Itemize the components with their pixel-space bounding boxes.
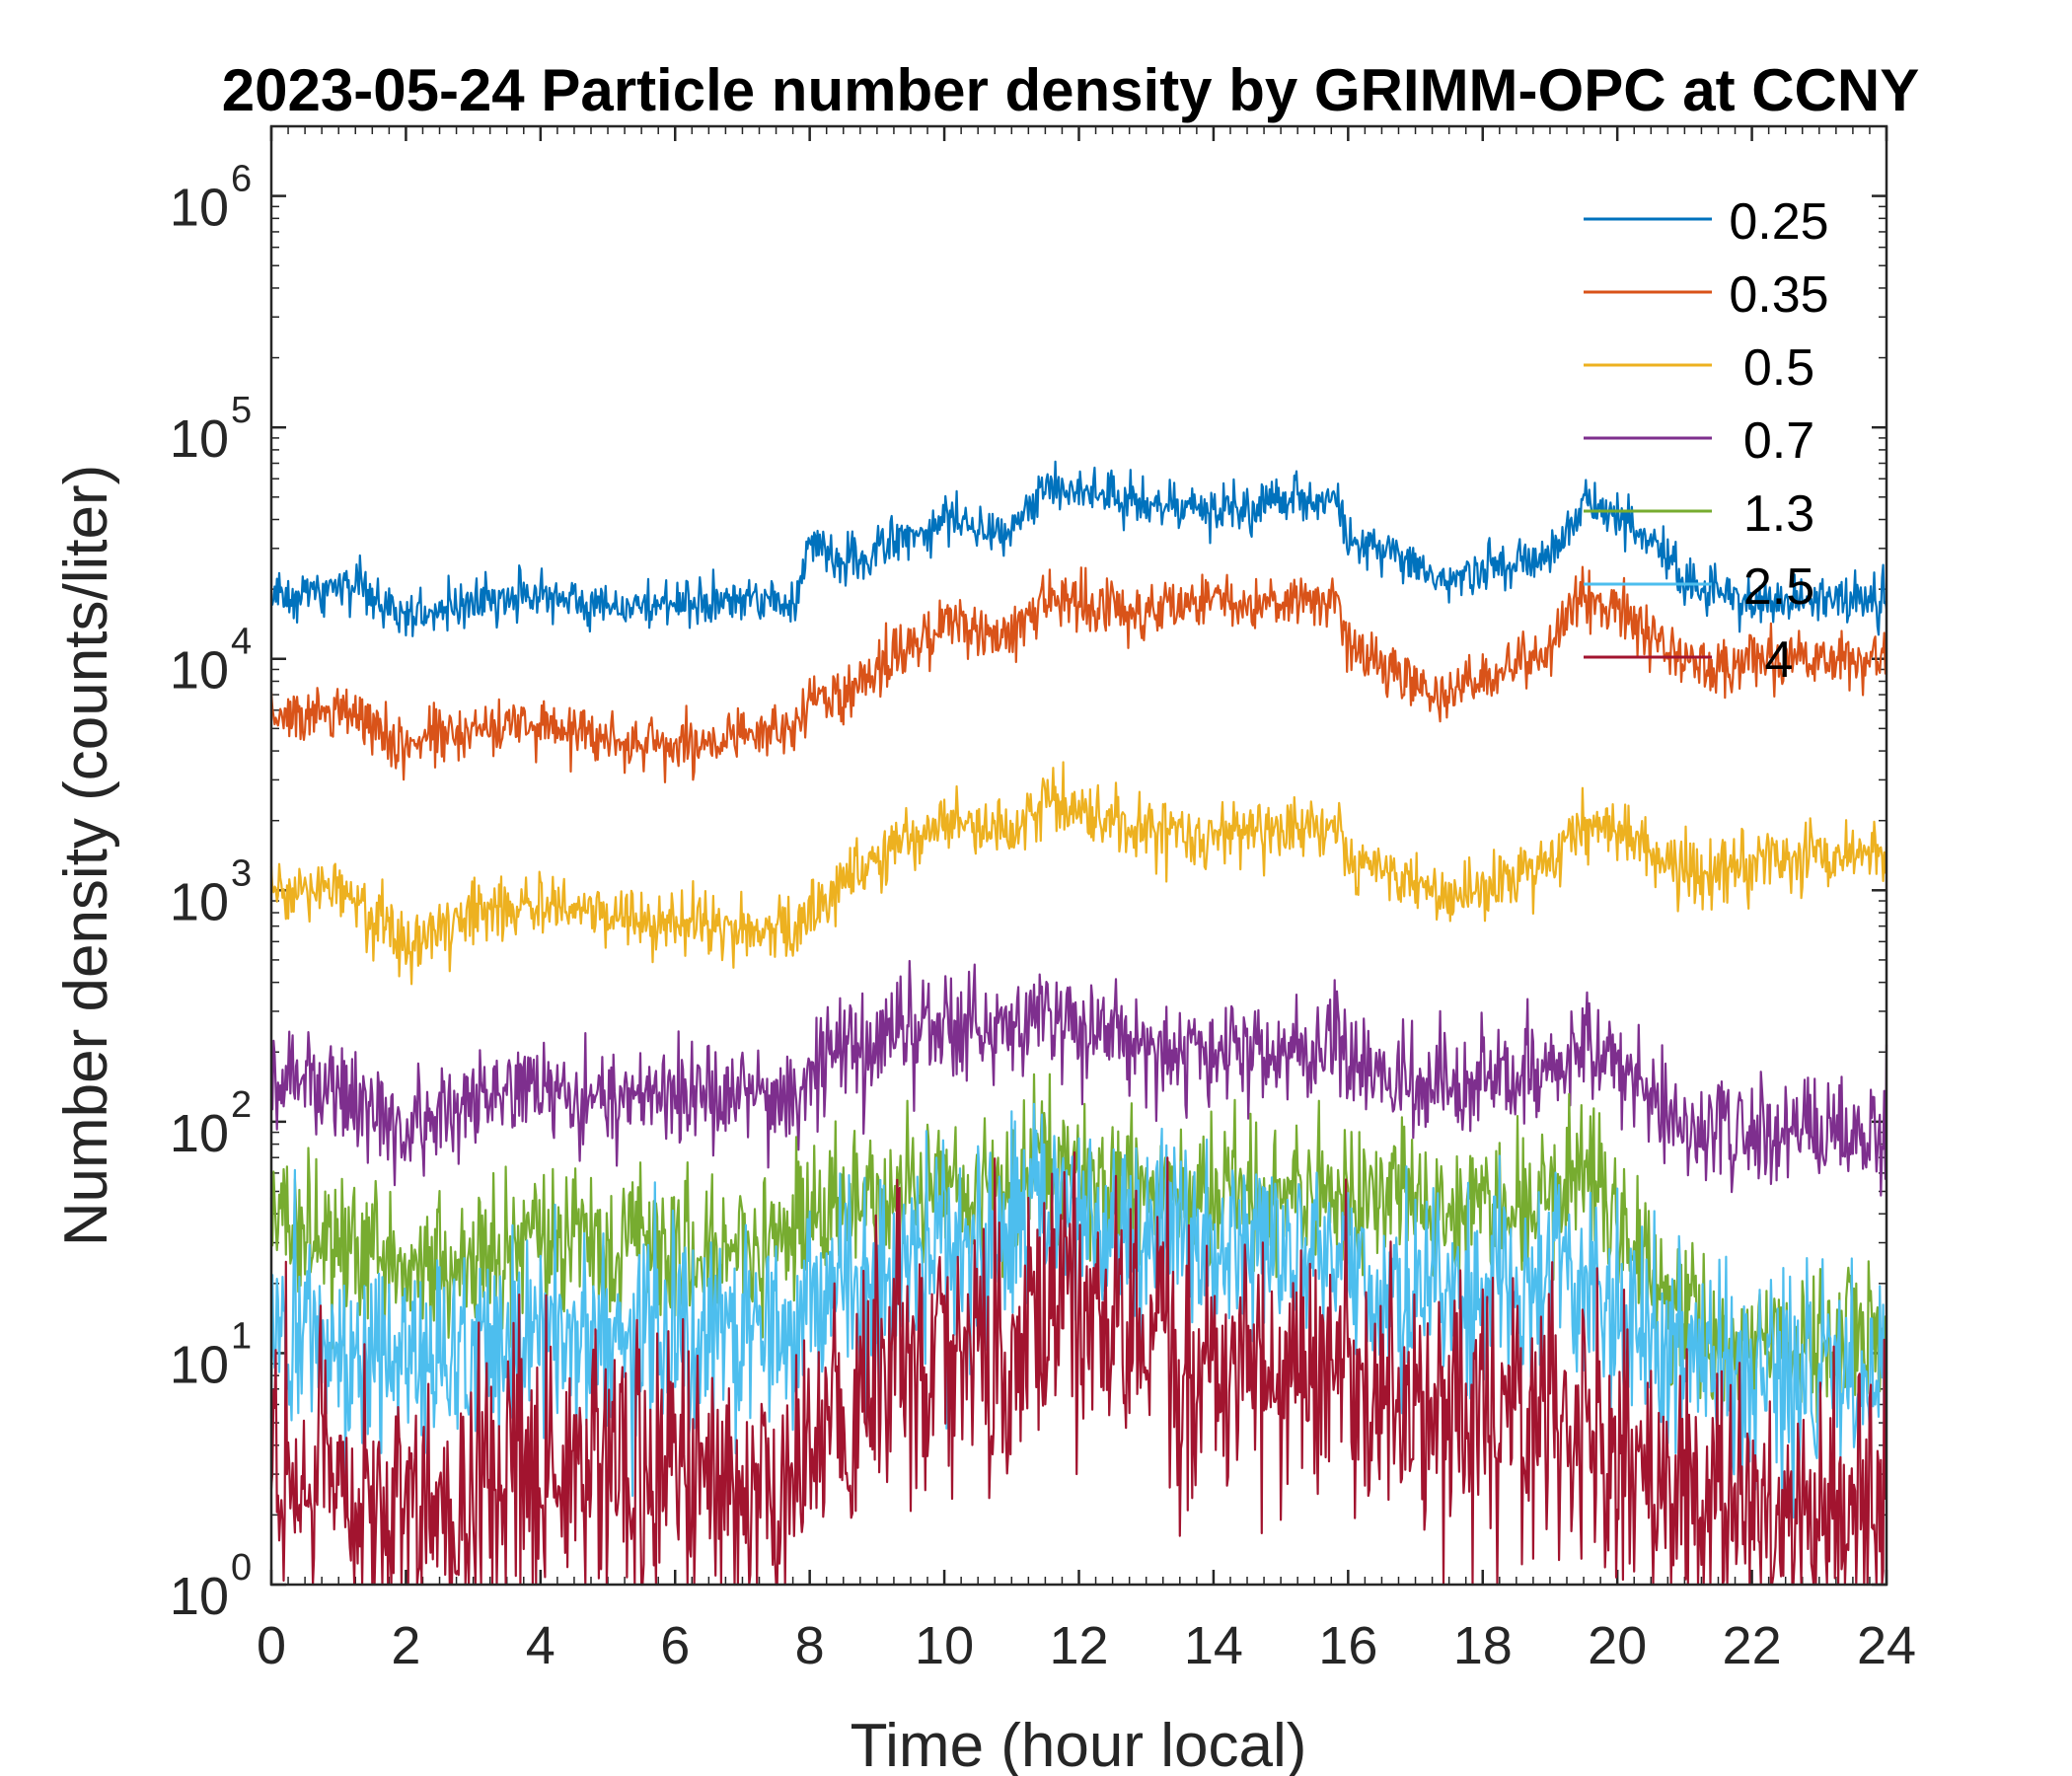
data-series-group: [269, 460, 1888, 1587]
x-tick-label: 4: [526, 1616, 555, 1675]
series-line-0.35: [269, 565, 1888, 783]
y-tick-exponent: 5: [231, 390, 252, 431]
legend-label: 0.35: [1729, 266, 1828, 324]
y-tick-label: 10 3: [170, 852, 252, 931]
x-tick-label: 14: [1184, 1616, 1243, 1675]
legend-label: 0.7: [1743, 412, 1814, 470]
y-tick-exponent: 6: [231, 159, 252, 200]
legend: 0.25 0.35 0.5 0.7 1.3 2.5 4: [1584, 193, 1829, 689]
x-tick-label: 10: [915, 1616, 974, 1675]
y-tick-label: 10 1: [170, 1315, 252, 1394]
x-tick-label: 12: [1049, 1616, 1108, 1675]
series-line-0.7: [269, 959, 1888, 1197]
legend-entry: 0.5: [1584, 339, 1814, 397]
series-line-0.25: [269, 460, 1888, 637]
y-tick-label: 10 4: [170, 622, 252, 701]
x-tick-label: 16: [1318, 1616, 1377, 1675]
x-tick-label: 2: [391, 1616, 420, 1675]
y-tick-base: 10: [170, 641, 229, 701]
legend-label: 1.3: [1743, 485, 1814, 543]
legend-label: 4: [1765, 631, 1794, 689]
x-tick-label: 8: [795, 1616, 825, 1675]
legend-entry: 1.3: [1584, 485, 1814, 543]
y-tick-exponent: 2: [231, 1084, 252, 1126]
x-tick-label: 22: [1723, 1616, 1782, 1675]
x-tick-label: 20: [1588, 1616, 1647, 1675]
series-line-0.5: [269, 761, 1888, 986]
y-tick-base: 10: [170, 179, 229, 238]
y-tick-label: 10 5: [170, 390, 252, 469]
y-axis-label: Number density (counts/liter): [52, 465, 120, 1247]
legend-entry: 2.5: [1584, 558, 1814, 616]
series-line-2.5: [269, 1102, 1888, 1519]
x-tick-label: 18: [1453, 1616, 1513, 1675]
y-tick-exponent: 4: [231, 622, 252, 663]
legend-entry: 4: [1584, 631, 1793, 689]
y-tick-base: 10: [170, 872, 229, 931]
chart-title: 2023-05-24 Particle number density by GR…: [222, 57, 1920, 123]
legend-entry: 0.35: [1584, 266, 1829, 324]
legend-entry: 0.7: [1584, 412, 1814, 470]
y-tick-label: 10 6: [170, 159, 252, 238]
x-axis-label: Time (hour local): [851, 1712, 1307, 1776]
y-tick-label: 10 2: [170, 1084, 252, 1163]
x-tick-labels: 0 2 4 6 8 10 12 14 16 18 20 22 24: [257, 1616, 1916, 1675]
legend-label: 0.5: [1743, 339, 1814, 397]
y-tick-exponent: 3: [231, 852, 252, 894]
x-tick-label: 24: [1857, 1616, 1916, 1675]
series-line-4: [269, 1150, 1888, 1587]
y-tick-exponent: 1: [231, 1315, 252, 1357]
x-tick-label: 6: [660, 1616, 690, 1675]
y-tick-label: 10 0: [170, 1547, 252, 1626]
y-tick-base: 10: [170, 1104, 229, 1163]
plot-frame: [269, 124, 1888, 1587]
legend-entry: 0.25: [1584, 193, 1829, 251]
y-tick-base: 10: [170, 1335, 229, 1394]
legend-label: 0.25: [1729, 193, 1828, 251]
x-tick-label: 0: [257, 1616, 286, 1675]
legend-label: 2.5: [1743, 558, 1814, 616]
y-tick-base: 10: [170, 1567, 229, 1626]
y-tick-base: 10: [170, 409, 229, 469]
y-tick-exponent: 0: [231, 1547, 252, 1589]
